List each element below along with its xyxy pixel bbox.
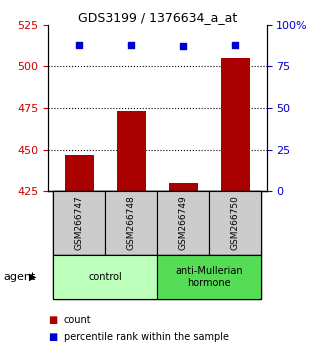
Text: ■: ■ <box>48 315 57 325</box>
Text: percentile rank within the sample: percentile rank within the sample <box>64 332 228 342</box>
Text: GSM266750: GSM266750 <box>231 195 240 251</box>
Bar <box>157 255 261 299</box>
Bar <box>209 191 261 255</box>
Bar <box>53 191 105 255</box>
Text: anti-Mullerian
hormone: anti-Mullerian hormone <box>175 266 243 288</box>
Text: count: count <box>64 315 91 325</box>
Text: agent: agent <box>3 272 35 282</box>
Bar <box>169 183 198 191</box>
Bar <box>117 111 146 191</box>
Bar <box>53 255 157 299</box>
Bar <box>221 58 250 191</box>
Point <box>129 42 134 47</box>
Bar <box>65 155 94 191</box>
Text: ■: ■ <box>48 332 57 342</box>
Point <box>181 44 186 49</box>
Text: GSM266748: GSM266748 <box>127 196 136 250</box>
Point <box>233 42 238 47</box>
Bar <box>105 191 157 255</box>
Text: ▶: ▶ <box>29 272 37 282</box>
Text: GSM266747: GSM266747 <box>75 196 84 250</box>
Text: control: control <box>88 272 122 282</box>
Text: GSM266749: GSM266749 <box>179 196 188 250</box>
Title: GDS3199 / 1376634_a_at: GDS3199 / 1376634_a_at <box>78 11 237 24</box>
Bar <box>157 191 209 255</box>
Point <box>77 42 82 47</box>
